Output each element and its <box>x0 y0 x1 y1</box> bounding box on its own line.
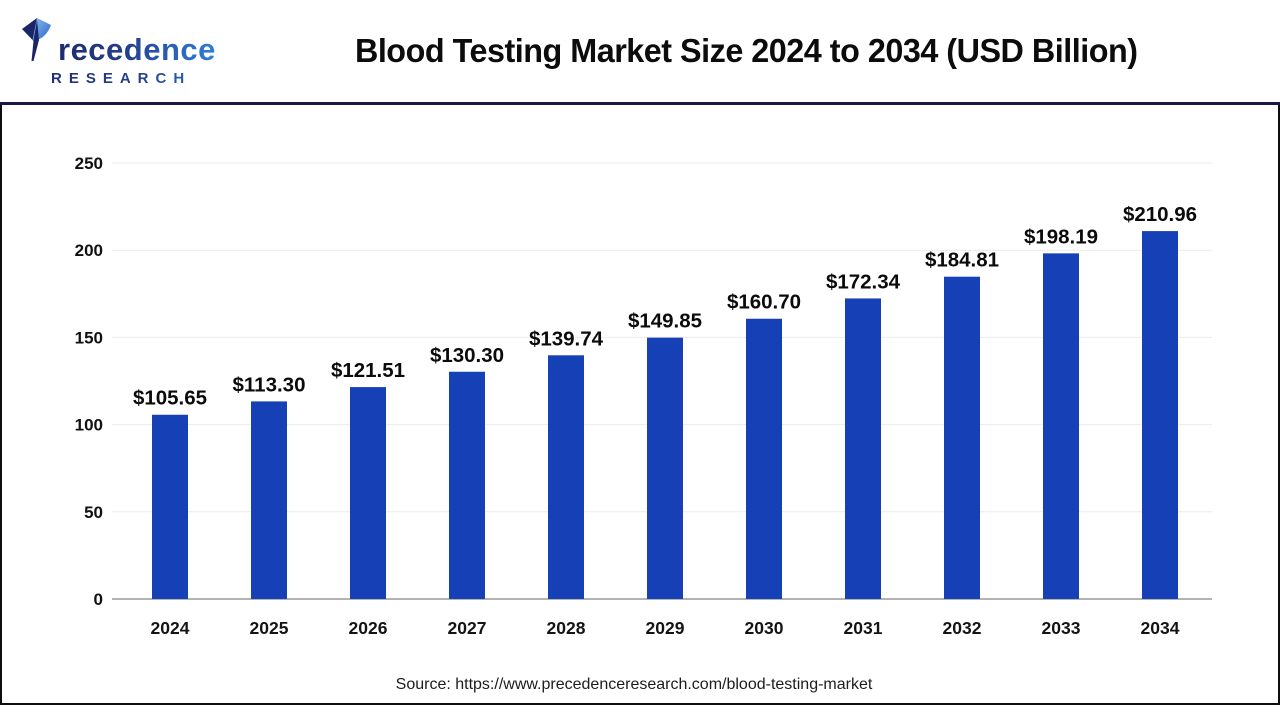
value-label-2029: $149.85 <box>628 310 702 333</box>
header: recedence RESEARCH Blood Testing Market … <box>0 0 1280 105</box>
bar-2025 <box>251 401 287 599</box>
x-tick-label-2033: 2033 <box>1042 618 1081 638</box>
bar-2032 <box>944 276 980 599</box>
x-tick-label-2028: 2028 <box>547 618 586 638</box>
bar-chart-canvas: 0 50 100 150 200 250 $105.65 2024 $113.30 2025 $12… <box>75 154 1212 638</box>
bar-2031 <box>845 298 881 599</box>
quill-p-icon <box>20 16 56 67</box>
y-tick-label-50: 50 <box>84 503 103 522</box>
y-tick-label-200: 200 <box>75 241 103 260</box>
brand-subtitle-text: RESEARCH <box>20 70 238 87</box>
value-label-2026: $121.51 <box>331 359 405 382</box>
bar-2029 <box>647 337 683 599</box>
value-label-2025: $113.30 <box>233 373 306 396</box>
x-tick-label-2034: 2034 <box>1141 618 1180 638</box>
value-label-2033: $198.19 <box>1024 225 1098 248</box>
x-tick-label-2029: 2029 <box>646 618 685 638</box>
value-label-2031: $172.34 <box>826 270 901 293</box>
bar-2030 <box>746 318 782 599</box>
bar-2034 <box>1142 231 1178 599</box>
x-tick-label-2025: 2025 <box>250 618 289 638</box>
value-label-2030: $160.70 <box>727 291 801 314</box>
y-tick-label-250: 250 <box>75 154 103 173</box>
value-label-2024: $105.65 <box>133 387 207 410</box>
bar-2024 <box>152 414 188 599</box>
x-tick-label-2027: 2027 <box>448 618 487 638</box>
bar-chart: 0 50 100 150 200 250 $105.65 2024 $113.30 2025 $12… <box>0 107 1280 705</box>
brand-name-text: recedence <box>58 31 216 67</box>
brand-logo: recedence RESEARCH <box>20 16 238 87</box>
x-tick-label-2030: 2030 <box>745 618 784 638</box>
value-label-2034: $210.96 <box>1123 203 1197 226</box>
y-tick-label-0: 0 <box>94 590 103 609</box>
bar-2026 <box>350 387 386 599</box>
bar-2033 <box>1043 253 1079 600</box>
chart-title: Blood Testing Market Size 2024 to 2034 (… <box>354 32 1138 69</box>
x-tick-label-2026: 2026 <box>349 618 388 638</box>
y-tick-label-150: 150 <box>75 328 103 347</box>
x-tick-label-2024: 2024 <box>151 618 190 638</box>
x-tick-label-2031: 2031 <box>844 618 883 638</box>
value-label-2028: $139.74 <box>529 327 604 350</box>
y-tick-label-100: 100 <box>75 416 103 435</box>
bar-2028 <box>548 355 584 599</box>
x-tick-label-2032: 2032 <box>943 618 982 638</box>
source-caption: Source: https://www.precedenceresearch.c… <box>395 676 873 693</box>
value-label-2027: $130.30 <box>430 344 504 367</box>
bar-2027 <box>449 371 485 599</box>
value-label-2032: $184.81 <box>925 249 999 272</box>
